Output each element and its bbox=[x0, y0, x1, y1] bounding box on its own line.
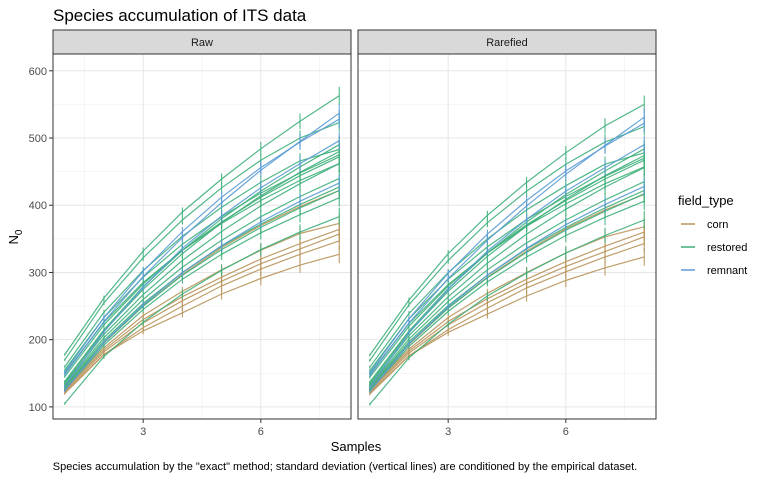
x-tick-label: 6 bbox=[563, 426, 569, 438]
series-line-remnant bbox=[369, 144, 645, 388]
series-line-restored bbox=[64, 95, 340, 355]
x-tick-label: 3 bbox=[445, 426, 451, 438]
series-line-restored bbox=[369, 219, 645, 405]
legend: field_type corn restored remnant bbox=[678, 193, 747, 279]
series-line-restored bbox=[369, 148, 645, 383]
series-line-restored bbox=[369, 126, 645, 361]
y-axis-title-subscript: 0 bbox=[14, 229, 25, 235]
y-axis-title-main: N bbox=[6, 235, 21, 244]
series-line-restored bbox=[64, 156, 340, 378]
y-tick-label: 400 bbox=[29, 200, 47, 212]
chart-title: Species accumulation of ITS data bbox=[53, 6, 307, 25]
series-line-corn bbox=[369, 226, 645, 390]
series-line-remnant bbox=[64, 118, 340, 373]
panel-rarefied: Rarefied bbox=[357, 29, 657, 420]
series-line-restored bbox=[369, 181, 645, 387]
y-axis-title: N0 bbox=[6, 229, 25, 244]
series-rarefied bbox=[369, 95, 645, 406]
series-line-restored bbox=[369, 167, 645, 386]
y-tick-label: 300 bbox=[29, 267, 47, 279]
series-line-restored bbox=[369, 157, 645, 371]
chart-caption: Species accumulation by the "exact" meth… bbox=[53, 461, 637, 473]
series-line-corn bbox=[64, 228, 340, 390]
series-line-restored bbox=[369, 159, 645, 378]
series-line-restored bbox=[64, 163, 340, 385]
x-axis: 3 6 3 6 bbox=[140, 419, 569, 438]
legend-label-corn: corn bbox=[707, 219, 728, 231]
series-line-remnant bbox=[369, 185, 645, 392]
y-axis: 100 200 300 400 500 600 bbox=[29, 66, 53, 414]
y-tick-label: 500 bbox=[29, 133, 47, 145]
x-tick-label: 6 bbox=[258, 426, 264, 438]
panel-border-raw bbox=[52, 53, 352, 420]
series-line-restored bbox=[369, 103, 645, 356]
series-line-remnant bbox=[64, 140, 340, 388]
y-tick-label: 200 bbox=[29, 335, 47, 347]
y-tick-label: 600 bbox=[29, 66, 47, 78]
series-line-restored bbox=[64, 122, 340, 361]
legend-title: field_type bbox=[678, 193, 734, 208]
series-line-restored bbox=[64, 148, 340, 367]
panel-raw: Raw bbox=[52, 29, 352, 420]
strip-label-rarefied: Rarefied bbox=[486, 37, 528, 49]
series-line-restored bbox=[369, 152, 645, 368]
strip-label-raw: Raw bbox=[191, 37, 213, 49]
series-line-remnant bbox=[64, 182, 340, 392]
legend-label-restored: restored bbox=[707, 242, 747, 254]
series-line-corn bbox=[64, 222, 340, 389]
legend-label-remnant: remnant bbox=[707, 265, 747, 277]
series-raw bbox=[64, 86, 340, 405]
grid-rarefied bbox=[358, 54, 656, 419]
series-line-restored bbox=[64, 177, 340, 386]
series-line-restored bbox=[64, 197, 340, 391]
series-line-restored bbox=[64, 154, 340, 371]
panel-border-rarefied bbox=[357, 53, 657, 420]
x-axis-title: Samples bbox=[331, 439, 382, 454]
series-line-corn bbox=[369, 236, 645, 392]
strip-raw bbox=[52, 29, 352, 55]
series-line-restored bbox=[64, 144, 340, 382]
series-line-remnant bbox=[369, 122, 645, 373]
series-line-corn bbox=[369, 231, 645, 391]
series-line-restored bbox=[369, 200, 645, 392]
series-line-corn bbox=[64, 233, 340, 392]
series-line-restored bbox=[64, 216, 340, 404]
y-tick-label: 100 bbox=[29, 402, 47, 414]
x-tick-label: 3 bbox=[140, 426, 146, 438]
strip-rarefied bbox=[357, 29, 657, 55]
